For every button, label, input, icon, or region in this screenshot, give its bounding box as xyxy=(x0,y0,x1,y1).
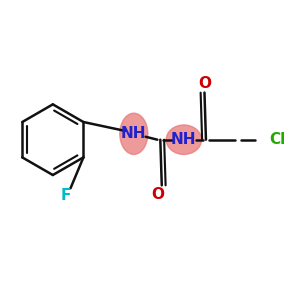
Text: F: F xyxy=(61,188,71,203)
Text: NH: NH xyxy=(171,132,196,147)
Ellipse shape xyxy=(166,125,202,154)
Text: NH: NH xyxy=(121,126,147,141)
Text: Cl: Cl xyxy=(269,132,286,147)
Text: O: O xyxy=(151,187,164,202)
Ellipse shape xyxy=(120,113,148,154)
Text: O: O xyxy=(198,76,211,91)
